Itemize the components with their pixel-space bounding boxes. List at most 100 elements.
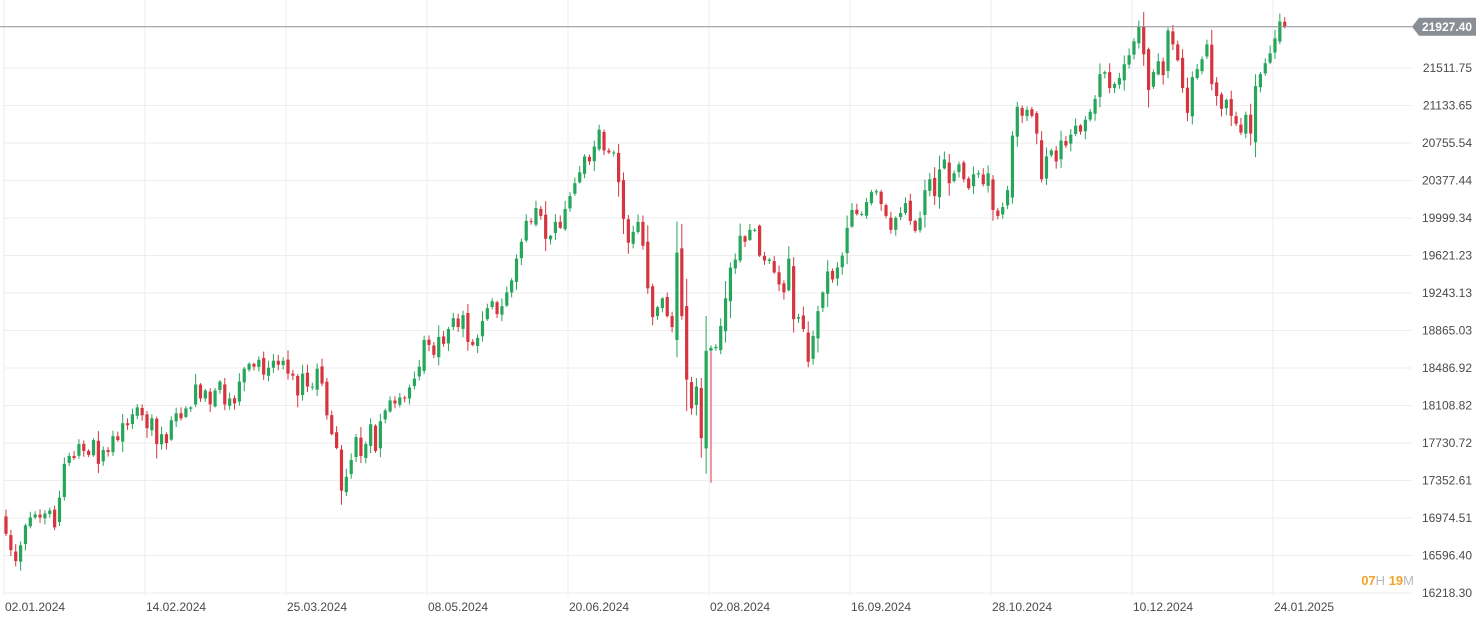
candle-up bbox=[1195, 69, 1199, 78]
candle-down bbox=[1234, 116, 1238, 124]
candle-down bbox=[305, 372, 310, 387]
candle-down bbox=[432, 345, 436, 355]
candle-up bbox=[159, 434, 164, 445]
candle-down bbox=[855, 209, 859, 214]
candle-up bbox=[957, 164, 961, 173]
candle-up bbox=[1132, 41, 1136, 55]
candle-up bbox=[383, 410, 387, 420]
candle-up bbox=[592, 146, 596, 162]
candle-up bbox=[899, 212, 903, 218]
candle-down bbox=[1176, 44, 1180, 61]
x-tick-label: 25.03.2024 bbox=[287, 600, 347, 614]
candle-up bbox=[417, 366, 421, 377]
candle-down bbox=[1161, 61, 1165, 76]
candle-down bbox=[403, 397, 407, 399]
candle-down bbox=[441, 336, 446, 344]
x-tick-label: 02.01.2024 bbox=[5, 600, 65, 614]
y-tick-label: 19621.23 bbox=[1422, 249, 1472, 263]
candle-up bbox=[228, 398, 232, 406]
candle-down bbox=[125, 423, 130, 426]
candle-up bbox=[1010, 135, 1015, 198]
candle-down bbox=[335, 432, 339, 449]
candle-up bbox=[23, 525, 28, 545]
candle-down bbox=[296, 376, 300, 396]
candle-up bbox=[412, 378, 417, 387]
candle-down bbox=[991, 179, 995, 210]
candle-down bbox=[743, 236, 747, 242]
candle-up bbox=[811, 335, 815, 359]
candle-up bbox=[524, 220, 528, 241]
candle-up bbox=[1069, 134, 1073, 144]
candle-down bbox=[1283, 21, 1287, 27]
candle-down bbox=[1219, 94, 1224, 109]
candle-up bbox=[1273, 38, 1277, 53]
candle-up bbox=[281, 360, 285, 365]
candle-up bbox=[237, 381, 241, 402]
candle-down bbox=[373, 425, 378, 452]
candle-up bbox=[660, 298, 664, 309]
candle-up bbox=[67, 455, 71, 463]
candle-down bbox=[587, 156, 592, 162]
candle-up bbox=[446, 329, 451, 344]
candle-down bbox=[1146, 49, 1151, 90]
candle-down bbox=[1185, 87, 1190, 113]
candle-down bbox=[262, 357, 266, 375]
candle-up bbox=[835, 267, 840, 279]
candle-up bbox=[1205, 44, 1209, 57]
candle-down bbox=[879, 191, 883, 205]
candle-down bbox=[330, 415, 334, 435]
candle-down bbox=[1030, 109, 1034, 116]
candle-up bbox=[636, 221, 640, 232]
candle-down bbox=[359, 437, 363, 456]
candle-down bbox=[685, 306, 689, 380]
candle-down bbox=[913, 220, 917, 231]
candle-down bbox=[38, 514, 42, 518]
candle-down bbox=[145, 414, 149, 429]
candle-down bbox=[1239, 124, 1243, 133]
candle-down bbox=[198, 384, 203, 399]
candle-down bbox=[320, 366, 324, 384]
candle-down bbox=[680, 248, 684, 317]
candle-down bbox=[252, 363, 256, 367]
candle-up bbox=[578, 172, 582, 183]
candle-down bbox=[967, 178, 971, 189]
candle-up bbox=[1005, 190, 1010, 206]
countdown-minutes: 19 bbox=[1388, 573, 1404, 588]
x-tick-label: 14.02.2024 bbox=[146, 600, 206, 614]
candle-up bbox=[655, 307, 660, 317]
candle-up bbox=[548, 235, 553, 240]
candle-down bbox=[179, 413, 183, 419]
candle-down bbox=[762, 255, 767, 261]
candle-up bbox=[986, 173, 990, 186]
candle-up bbox=[631, 231, 635, 244]
y-tick-label: 18486.92 bbox=[1422, 361, 1472, 375]
candle-up bbox=[704, 350, 708, 449]
candle-up bbox=[218, 381, 222, 391]
x-tick-label: 24.01.2025 bbox=[1274, 600, 1334, 614]
candle-up bbox=[534, 208, 538, 225]
candle-down bbox=[140, 407, 144, 416]
candle-up bbox=[490, 301, 494, 307]
candle-up bbox=[271, 360, 276, 368]
candle-down bbox=[962, 162, 966, 180]
candle-up bbox=[150, 418, 154, 431]
candle-down bbox=[1064, 140, 1068, 146]
y-tick-label: 16218.30 bbox=[1422, 586, 1472, 600]
last-price-label: 21927.40 bbox=[1422, 20, 1472, 34]
x-tick-label: 10.12.2024 bbox=[1133, 600, 1193, 614]
candle-up bbox=[364, 444, 368, 458]
candle-up bbox=[816, 311, 820, 339]
candle-up bbox=[57, 497, 62, 522]
candle-up bbox=[344, 476, 348, 493]
y-tick-label: 18865.03 bbox=[1422, 323, 1472, 337]
candle-up bbox=[971, 174, 976, 187]
candle-down bbox=[996, 210, 1000, 216]
candle-up bbox=[928, 179, 932, 191]
candle-up bbox=[101, 450, 105, 462]
candle-up bbox=[1122, 64, 1126, 81]
candle-up bbox=[519, 241, 523, 259]
candle-up bbox=[354, 437, 358, 458]
candle-down bbox=[651, 286, 655, 318]
candle-down bbox=[1078, 125, 1083, 132]
